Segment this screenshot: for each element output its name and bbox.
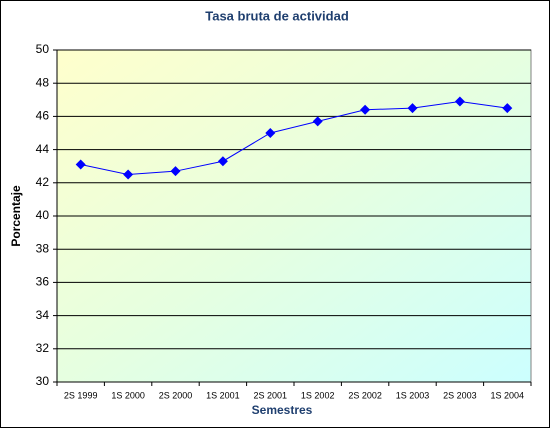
- y-axis-label: Porcentaje: [9, 185, 23, 247]
- x-tick-label: 1S 2003: [396, 390, 430, 400]
- x-tick-label: 2S 2002: [348, 390, 382, 400]
- x-tick-label: 2S 2003: [443, 390, 477, 400]
- y-tick-label: 32: [36, 341, 50, 355]
- marker: [217, 156, 228, 167]
- y-tick-label: 50: [36, 42, 50, 56]
- y-tick-label: 30: [36, 374, 50, 388]
- y-tick-label: 38: [36, 241, 50, 255]
- x-tick-label: 1S 2000: [111, 390, 145, 400]
- marker: [312, 116, 323, 127]
- x-tick-label: 1S 2001: [206, 390, 240, 400]
- y-tick-label: 40: [36, 208, 50, 222]
- line: [80, 100, 508, 176]
- x-tick-label: 2S 2000: [159, 390, 193, 400]
- marker: [502, 103, 513, 114]
- marker: [407, 103, 418, 114]
- marker: [75, 159, 86, 170]
- x-tick-label: 1S 2004: [491, 390, 525, 400]
- y-tick-label: 36: [36, 275, 50, 289]
- y-tick-label: 48: [36, 75, 50, 89]
- x-tick-label: 2S 1999: [64, 390, 98, 400]
- marker: [454, 96, 465, 107]
- y-tick-label: 42: [36, 175, 50, 189]
- y-tick-label: 34: [36, 308, 50, 322]
- marker: [123, 169, 134, 180]
- marker: [360, 104, 371, 115]
- y-tick-label: 46: [36, 109, 50, 123]
- marker: [265, 128, 276, 138]
- marker: [170, 166, 181, 177]
- x-axis-label: Semestres: [252, 403, 313, 417]
- x-tick-label: 2S 2001: [254, 390, 288, 400]
- x-tick-label: 1S 2002: [301, 390, 335, 400]
- y-tick-label: 44: [36, 142, 50, 156]
- chart-title: Tasa bruta de actividad: [205, 8, 349, 23]
